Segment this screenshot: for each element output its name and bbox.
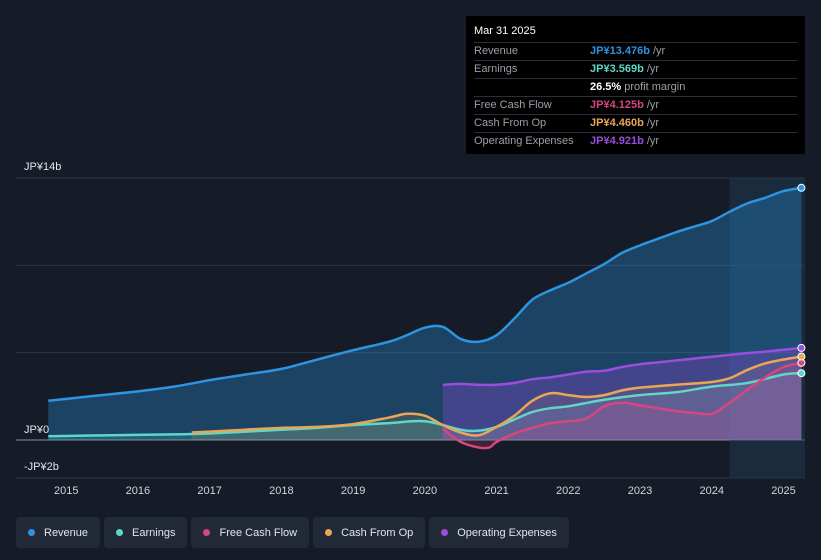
tooltip-row-label: Revenue <box>474 45 519 57</box>
line-revenue <box>48 186 802 402</box>
chart-canvas <box>16 177 806 479</box>
x-tick-label: 2025 <box>771 485 796 497</box>
tooltip-row: Revenue JP¥13.476b/yr <box>474 42 797 60</box>
y-tick-label-top: JP¥14b <box>24 161 62 173</box>
x-tick-label: 2022 <box>556 485 581 497</box>
line-earnings <box>48 371 802 438</box>
legend-label: Free Cash Flow <box>219 526 298 539</box>
tooltip-row: Earnings JP¥3.569b/yr <box>474 60 797 78</box>
tooltip-row-unit: /yr <box>646 63 660 75</box>
endpoint-earnings <box>797 369 806 378</box>
legend-label: Cash From Op <box>341 526 414 539</box>
legend-label: Operating Expenses <box>457 526 557 539</box>
tooltip-row-unit: /yr <box>646 117 660 129</box>
y-tick-label-zero: JP¥0 <box>24 424 50 436</box>
chart-legend: Revenue Earnings Free Cash Flow Cash From O… <box>16 517 569 548</box>
y-tick-label-bottom: -JP¥2b <box>24 461 59 473</box>
tooltip-row-value: 26.5% <box>590 81 622 93</box>
line-free-cash-flow <box>442 361 802 450</box>
x-tick-label: 2019 <box>340 485 366 497</box>
series-lines <box>48 186 802 450</box>
endpoint-cash-from-op <box>797 352 806 361</box>
tooltip-date: Mar 31 2025 <box>474 25 536 37</box>
tooltip-row: Free Cash Flow JP¥4.125b/yr <box>474 96 797 114</box>
tooltip-row-label: Cash From Op <box>474 117 547 129</box>
line-cash-from-op <box>191 355 802 437</box>
legend-dot-icon <box>325 529 333 536</box>
legend-item-earnings[interactable]: Earnings <box>104 517 188 548</box>
tooltip-row-label: Operating Expenses <box>474 135 574 147</box>
tooltip-row-value: JP¥4.460b <box>590 117 644 129</box>
x-tick-label: 2023 <box>627 485 653 497</box>
tooltip-row-unit: /yr <box>652 45 666 57</box>
x-tick-label: 2018 <box>269 485 294 497</box>
tooltip-row-unit: profit margin <box>624 81 686 93</box>
tooltip-row-unit: /yr <box>646 135 660 147</box>
forecast-highlight-band <box>729 178 805 478</box>
grid-lines <box>16 177 805 479</box>
x-tick-label: 2020 <box>412 485 438 497</box>
x-tick-label: 2021 <box>484 485 509 497</box>
legend-item-free-cash-flow[interactable]: Free Cash Flow <box>191 517 310 548</box>
series-endpoints <box>797 183 806 378</box>
area-operating-expenses <box>442 347 802 440</box>
tooltip-row-value: JP¥3.569b <box>590 63 644 75</box>
x-tick-label: 2017 <box>197 485 222 497</box>
tooltip-row: Cash From Op JP¥4.460b/yr <box>474 114 797 132</box>
tooltip-row: Operating Expenses JP¥4.921b/yr <box>474 132 797 150</box>
tooltip-row-label: Earnings <box>474 63 518 75</box>
line-operating-expenses <box>442 346 802 387</box>
legend-label: Revenue <box>44 526 89 539</box>
tooltip-row: 26.5% profit margin <box>474 78 797 96</box>
legend-label: Earnings <box>132 526 176 539</box>
tooltip-row-label: Free Cash Flow <box>474 99 552 111</box>
endpoint-revenue <box>797 183 806 192</box>
legend-dot-icon <box>441 529 449 536</box>
tooltip-row-value: JP¥4.921b <box>590 135 644 147</box>
legend-item-revenue[interactable]: Revenue <box>16 517 101 548</box>
legend-item-cash-from-op[interactable]: Cash From Op <box>313 517 426 548</box>
tooltip-row-value: JP¥13.476b <box>590 45 650 57</box>
area-cash-from-op <box>191 356 802 440</box>
tooltip-row-label <box>474 79 590 96</box>
x-tick-label: 2015 <box>53 485 79 497</box>
legend-dot-icon <box>116 529 124 536</box>
x-tick-label: 2016 <box>125 485 151 497</box>
legend-dot-icon <box>203 529 211 536</box>
series-areas <box>48 187 802 449</box>
tooltip-row-value: JP¥4.125b <box>590 99 644 111</box>
area-earnings <box>48 373 802 440</box>
x-tick-label: 2024 <box>699 485 724 497</box>
legend-dot-icon <box>28 529 35 536</box>
data-tooltip: Mar 31 2025 Revenue JP¥13.476b/yr Earnings… <box>466 16 805 154</box>
area-free-cash-flow <box>442 362 802 449</box>
tooltip-row-unit: /yr <box>646 99 660 111</box>
endpoint-operating-expenses <box>797 343 806 352</box>
legend-item-operating-expenses[interactable]: Operating Expenses <box>429 517 569 548</box>
